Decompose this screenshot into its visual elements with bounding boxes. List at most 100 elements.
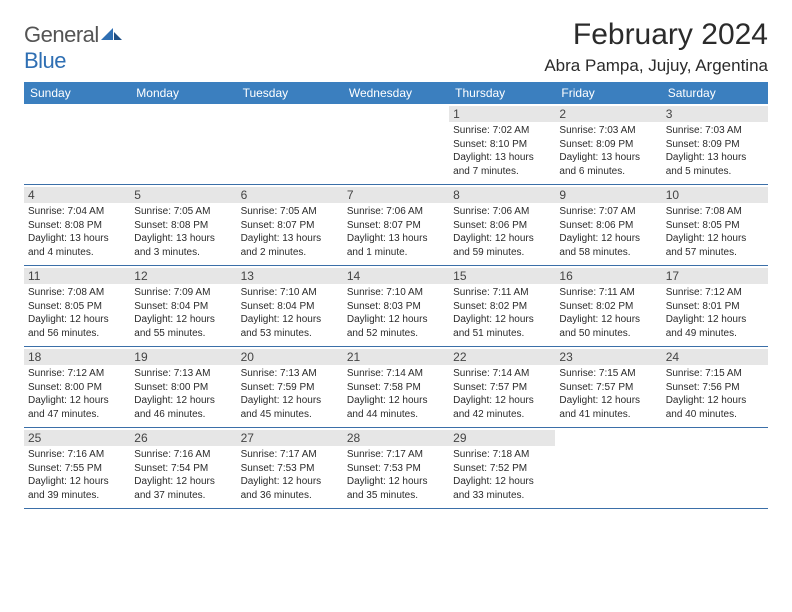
daynum-row (555, 430, 661, 446)
week-row: 18Sunrise: 7:12 AMSunset: 8:00 PMDayligh… (24, 347, 768, 428)
sunrise-line: Sunrise: 7:05 AM (134, 205, 232, 219)
day-number: 6 (241, 188, 339, 202)
daynum-row: 12 (130, 268, 236, 284)
sunrise-line: Sunrise: 7:16 AM (28, 448, 126, 462)
daynum-row: 17 (662, 268, 768, 284)
sunrise-line: Sunrise: 7:03 AM (559, 124, 657, 138)
dl1-line: Daylight: 12 hours (666, 394, 764, 408)
dl2-line: and 33 minutes. (453, 489, 551, 503)
day-cell: 4Sunrise: 7:04 AMSunset: 8:08 PMDaylight… (24, 185, 130, 265)
dl2-line: and 36 minutes. (241, 489, 339, 503)
day-cell: 19Sunrise: 7:13 AMSunset: 8:00 PMDayligh… (130, 347, 236, 427)
sunrise-line: Sunrise: 7:07 AM (559, 205, 657, 219)
dl2-line: and 4 minutes. (28, 246, 126, 260)
day-number: 26 (134, 431, 232, 445)
dl1-line: Daylight: 12 hours (134, 394, 232, 408)
dl2-line: and 55 minutes. (134, 327, 232, 341)
daynum-row: 2 (555, 106, 661, 122)
dl2-line: and 7 minutes. (453, 165, 551, 179)
day-cell: 22Sunrise: 7:14 AMSunset: 7:57 PMDayligh… (449, 347, 555, 427)
daynum-row: 10 (662, 187, 768, 203)
dl2-line: and 49 minutes. (666, 327, 764, 341)
daynum-row: 5 (130, 187, 236, 203)
sunset-line: Sunset: 7:58 PM (347, 381, 445, 395)
dl1-line: Daylight: 13 hours (559, 151, 657, 165)
dl2-line: and 6 minutes. (559, 165, 657, 179)
dl1-line: Daylight: 12 hours (28, 394, 126, 408)
day-number: 11 (28, 269, 126, 283)
dl2-line: and 44 minutes. (347, 408, 445, 422)
sunset-line: Sunset: 7:55 PM (28, 462, 126, 476)
dl2-line: and 46 minutes. (134, 408, 232, 422)
dl1-line: Daylight: 12 hours (559, 394, 657, 408)
sunset-line: Sunset: 7:52 PM (453, 462, 551, 476)
sunset-line: Sunset: 8:03 PM (347, 300, 445, 314)
dl1-line: Daylight: 13 hours (28, 232, 126, 246)
dl1-line: Daylight: 12 hours (453, 313, 551, 327)
dl2-line: and 56 minutes. (28, 327, 126, 341)
day-cell: 20Sunrise: 7:13 AMSunset: 7:59 PMDayligh… (237, 347, 343, 427)
day-cell (237, 104, 343, 184)
daynum-row: 14 (343, 268, 449, 284)
day-cell: 9Sunrise: 7:07 AMSunset: 8:06 PMDaylight… (555, 185, 661, 265)
daynum-row: 27 (237, 430, 343, 446)
day-number: 18 (28, 350, 126, 364)
dayname: Thursday (449, 82, 555, 104)
daynum-row: 4 (24, 187, 130, 203)
brand-logo: GeneralBlue (24, 22, 123, 74)
brand-text: GeneralBlue (24, 22, 123, 74)
sunrise-line: Sunrise: 7:13 AM (241, 367, 339, 381)
day-number: 19 (134, 350, 232, 364)
daynum-row (130, 106, 236, 122)
dayname: Saturday (662, 82, 768, 104)
dl1-line: Daylight: 12 hours (134, 475, 232, 489)
day-number: 4 (28, 188, 126, 202)
day-number: 17 (666, 269, 764, 283)
daynum-row: 7 (343, 187, 449, 203)
day-number: 22 (453, 350, 551, 364)
sail-icon (99, 22, 123, 38)
daynum-row: 29 (449, 430, 555, 446)
sunset-line: Sunset: 8:04 PM (241, 300, 339, 314)
day-number: 29 (453, 431, 551, 445)
sunrise-line: Sunrise: 7:16 AM (134, 448, 232, 462)
dl2-line: and 40 minutes. (666, 408, 764, 422)
day-cell (24, 104, 130, 184)
dl2-line: and 37 minutes. (134, 489, 232, 503)
daynum-row (24, 106, 130, 122)
day-cell: 6Sunrise: 7:05 AMSunset: 8:07 PMDaylight… (237, 185, 343, 265)
daynum-row: 16 (555, 268, 661, 284)
daynum-row: 21 (343, 349, 449, 365)
day-cell: 26Sunrise: 7:16 AMSunset: 7:54 PMDayligh… (130, 428, 236, 508)
day-number: 13 (241, 269, 339, 283)
week-row: 1Sunrise: 7:02 AMSunset: 8:10 PMDaylight… (24, 104, 768, 185)
sunrise-line: Sunrise: 7:09 AM (134, 286, 232, 300)
sunrise-line: Sunrise: 7:03 AM (666, 124, 764, 138)
day-cell: 5Sunrise: 7:05 AMSunset: 8:08 PMDaylight… (130, 185, 236, 265)
day-number (559, 431, 657, 445)
sunrise-line: Sunrise: 7:18 AM (453, 448, 551, 462)
week-row: 11Sunrise: 7:08 AMSunset: 8:05 PMDayligh… (24, 266, 768, 347)
sunrise-line: Sunrise: 7:08 AM (28, 286, 126, 300)
sunrise-line: Sunrise: 7:17 AM (347, 448, 445, 462)
daynum-row: 1 (449, 106, 555, 122)
day-cell: 16Sunrise: 7:11 AMSunset: 8:02 PMDayligh… (555, 266, 661, 346)
daynum-row: 24 (662, 349, 768, 365)
dl1-line: Daylight: 12 hours (28, 475, 126, 489)
sunrise-line: Sunrise: 7:14 AM (347, 367, 445, 381)
daynum-row: 23 (555, 349, 661, 365)
brand-part1: General (24, 22, 99, 47)
day-number: 28 (347, 431, 445, 445)
dl1-line: Daylight: 13 hours (241, 232, 339, 246)
sunrise-line: Sunrise: 7:10 AM (347, 286, 445, 300)
sunset-line: Sunset: 7:53 PM (241, 462, 339, 476)
day-number: 8 (453, 188, 551, 202)
dl2-line: and 47 minutes. (28, 408, 126, 422)
dl1-line: Daylight: 13 hours (666, 151, 764, 165)
sunrise-line: Sunrise: 7:12 AM (666, 286, 764, 300)
day-cell (662, 428, 768, 508)
daynum-row: 26 (130, 430, 236, 446)
sunset-line: Sunset: 8:06 PM (453, 219, 551, 233)
daynum-row: 25 (24, 430, 130, 446)
week-row: 25Sunrise: 7:16 AMSunset: 7:55 PMDayligh… (24, 428, 768, 509)
